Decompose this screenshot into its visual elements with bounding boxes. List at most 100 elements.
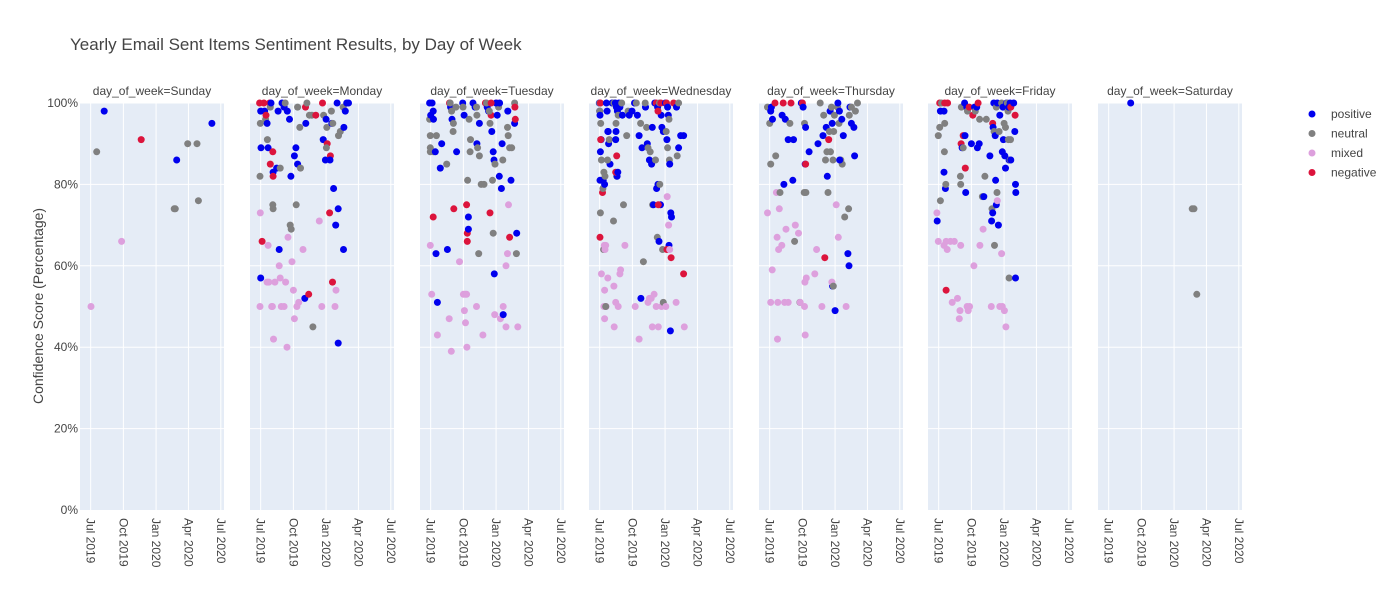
data-point-mixed[interactable] <box>764 209 771 217</box>
data-point-neutral[interactable] <box>1007 136 1014 144</box>
data-point-neutral[interactable] <box>512 250 520 258</box>
data-point-positive[interactable] <box>464 213 472 221</box>
data-point-neutral[interactable] <box>851 107 859 115</box>
data-point-positive[interactable] <box>333 99 341 107</box>
data-point-mixed[interactable] <box>331 303 339 310</box>
data-point-neutral[interactable] <box>303 99 311 107</box>
data-point-neutral[interactable] <box>820 111 828 119</box>
data-point-neutral[interactable] <box>256 172 264 180</box>
data-point-neutral[interactable] <box>641 99 649 107</box>
data-point-neutral[interactable] <box>976 115 984 123</box>
data-point-neutral[interactable] <box>491 160 499 168</box>
data-point-neutral[interactable] <box>269 205 277 213</box>
data-point-positive[interactable] <box>345 99 352 107</box>
data-point-mixed[interactable] <box>295 298 303 306</box>
data-point-neutral[interactable] <box>309 323 317 331</box>
data-point-mixed[interactable] <box>460 307 468 315</box>
data-point-mixed[interactable] <box>998 250 1006 258</box>
data-point-neutral[interactable] <box>1193 290 1201 298</box>
data-point-positive[interactable] <box>790 136 797 144</box>
data-point-neutral[interactable] <box>597 156 605 164</box>
data-point-neutral[interactable] <box>620 201 627 209</box>
data-point-positive[interactable] <box>988 217 996 225</box>
data-point-neutral[interactable] <box>639 258 647 266</box>
data-point-positive[interactable] <box>432 250 440 258</box>
data-point-mixed[interactable] <box>943 246 951 253</box>
data-point-positive[interactable] <box>341 107 349 115</box>
data-point-mixed[interactable] <box>614 303 622 310</box>
data-point-positive[interactable] <box>499 311 507 319</box>
data-point-negative[interactable] <box>944 99 952 107</box>
data-point-positive[interactable] <box>326 156 334 164</box>
data-point-positive[interactable] <box>845 262 853 270</box>
data-point-positive[interactable] <box>663 136 671 144</box>
data-point-positive[interactable] <box>332 221 340 229</box>
data-point-positive[interactable] <box>851 152 859 160</box>
data-point-neutral[interactable] <box>329 119 337 127</box>
data-point-negative[interactable] <box>965 103 973 111</box>
data-point-positive[interactable] <box>283 107 291 115</box>
data-point-negative[interactable] <box>787 99 795 107</box>
data-point-positive[interactable] <box>664 103 672 111</box>
data-point-negative[interactable] <box>486 209 494 217</box>
data-point-neutral[interactable] <box>276 164 284 172</box>
data-point-neutral[interactable] <box>632 99 640 107</box>
data-point-mixed[interactable] <box>491 311 499 319</box>
data-point-mixed[interactable] <box>950 237 958 245</box>
data-point-positive[interactable] <box>290 152 298 160</box>
data-point-mixed[interactable] <box>956 307 964 315</box>
data-point-mixed[interactable] <box>505 201 512 209</box>
data-point-positive[interactable] <box>504 107 512 115</box>
data-point-neutral[interactable] <box>664 144 672 152</box>
data-point-positive[interactable] <box>497 185 505 192</box>
data-point-positive[interactable] <box>492 99 500 107</box>
data-point-mixed[interactable] <box>654 323 662 331</box>
data-point-positive[interactable] <box>839 132 847 140</box>
data-point-neutral[interactable] <box>1005 274 1013 282</box>
data-point-positive[interactable] <box>836 156 844 164</box>
data-point-positive[interactable] <box>601 180 609 188</box>
data-point-neutral[interactable] <box>489 176 496 184</box>
data-point-positive[interactable] <box>433 298 441 306</box>
data-point-negative[interactable] <box>597 136 605 144</box>
data-point-negative[interactable] <box>961 164 969 172</box>
data-point-neutral[interactable] <box>486 119 494 127</box>
data-point-positive[interactable] <box>831 307 839 315</box>
data-point-negative[interactable] <box>654 201 662 209</box>
data-point-neutral[interactable] <box>767 160 775 168</box>
data-point-mixed[interactable] <box>271 278 279 286</box>
data-point-neutral[interactable] <box>256 119 264 127</box>
data-point-positive[interactable] <box>263 119 271 127</box>
data-point-mixed[interactable] <box>502 262 510 270</box>
data-point-mixed[interactable] <box>767 298 775 306</box>
legend[interactable]: positive neutral mixed negative <box>1308 107 1377 180</box>
data-point-negative[interactable] <box>319 99 326 107</box>
data-point-mixed[interactable] <box>635 335 643 343</box>
data-point-mixed[interactable] <box>445 315 453 323</box>
data-point-mixed[interactable] <box>948 298 956 306</box>
data-point-negative[interactable] <box>262 111 270 119</box>
data-point-positive[interactable] <box>275 246 283 253</box>
data-point-mixed[interactable] <box>275 262 283 270</box>
data-point-neutral[interactable] <box>673 152 681 160</box>
data-point-neutral[interactable] <box>475 250 483 258</box>
data-point-positive[interactable] <box>428 99 436 107</box>
data-point-neutral[interactable] <box>281 99 289 107</box>
data-point-negative[interactable] <box>596 233 604 241</box>
data-point-positive[interactable] <box>633 111 641 119</box>
data-point-mixed[interactable] <box>801 303 808 310</box>
data-point-mixed[interactable] <box>1002 323 1010 331</box>
data-point-positive[interactable] <box>828 119 836 127</box>
data-point-neutral[interactable] <box>466 148 474 156</box>
data-point-neutral[interactable] <box>623 132 631 140</box>
data-point-mixed[interactable] <box>672 298 680 306</box>
data-point-mixed[interactable] <box>795 229 802 237</box>
data-point-positive[interactable] <box>975 140 983 148</box>
data-point-positive[interactable] <box>513 229 521 237</box>
data-point-mixed[interactable] <box>954 294 961 302</box>
data-point-positive[interactable] <box>844 250 852 258</box>
data-point-positive[interactable] <box>666 160 674 168</box>
data-point-positive[interactable] <box>429 107 437 115</box>
data-point-mixed[interactable] <box>662 303 670 310</box>
data-point-negative[interactable] <box>312 111 320 119</box>
